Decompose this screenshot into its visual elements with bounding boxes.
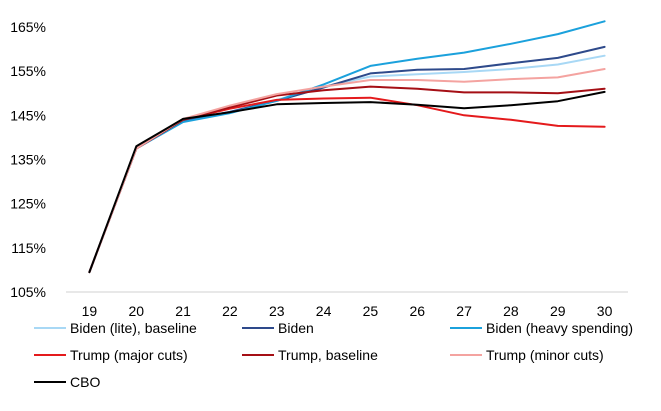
x-tick-label: 28 <box>503 303 519 319</box>
series-line-biden-heavy-spending <box>88 20 606 274</box>
x-tick-label: 22 <box>222 303 238 319</box>
y-tick-label: 165% <box>10 19 46 35</box>
y-tick-label: 115% <box>11 240 46 256</box>
series-line-trump-major-cuts <box>88 96 606 274</box>
series-lines <box>88 20 606 274</box>
y-tick-label: 135% <box>10 152 46 168</box>
y-tick-label: 155% <box>10 63 46 79</box>
x-tick-label: 29 <box>550 303 566 319</box>
series-line-trump-minor-cuts <box>88 68 606 274</box>
x-tick-label: 23 <box>269 303 285 319</box>
x-tick-label: 30 <box>597 303 613 319</box>
series-line-trump-baseline <box>88 85 606 274</box>
x-tick-label: 25 <box>363 303 379 319</box>
x-tick-label: 19 <box>82 303 98 319</box>
series-line-biden <box>88 45 606 274</box>
x-axis: 19 20 21 22 23 24 25 26 27 28 29 30 <box>66 291 628 319</box>
y-tick-label: 145% <box>10 107 46 123</box>
y-tick-label: 125% <box>10 196 46 212</box>
x-tick-label: 24 <box>316 303 332 319</box>
x-tick-label: 27 <box>456 303 472 319</box>
series-line-cbo <box>88 90 606 274</box>
y-axis: 165% 155% 145% 135% 125% 115% 105% <box>10 19 46 300</box>
y-tick-label: 105% <box>10 284 46 300</box>
x-tick-label: 21 <box>175 303 191 319</box>
x-tick-label: 26 <box>409 303 425 319</box>
x-tick-label: 20 <box>128 303 144 319</box>
